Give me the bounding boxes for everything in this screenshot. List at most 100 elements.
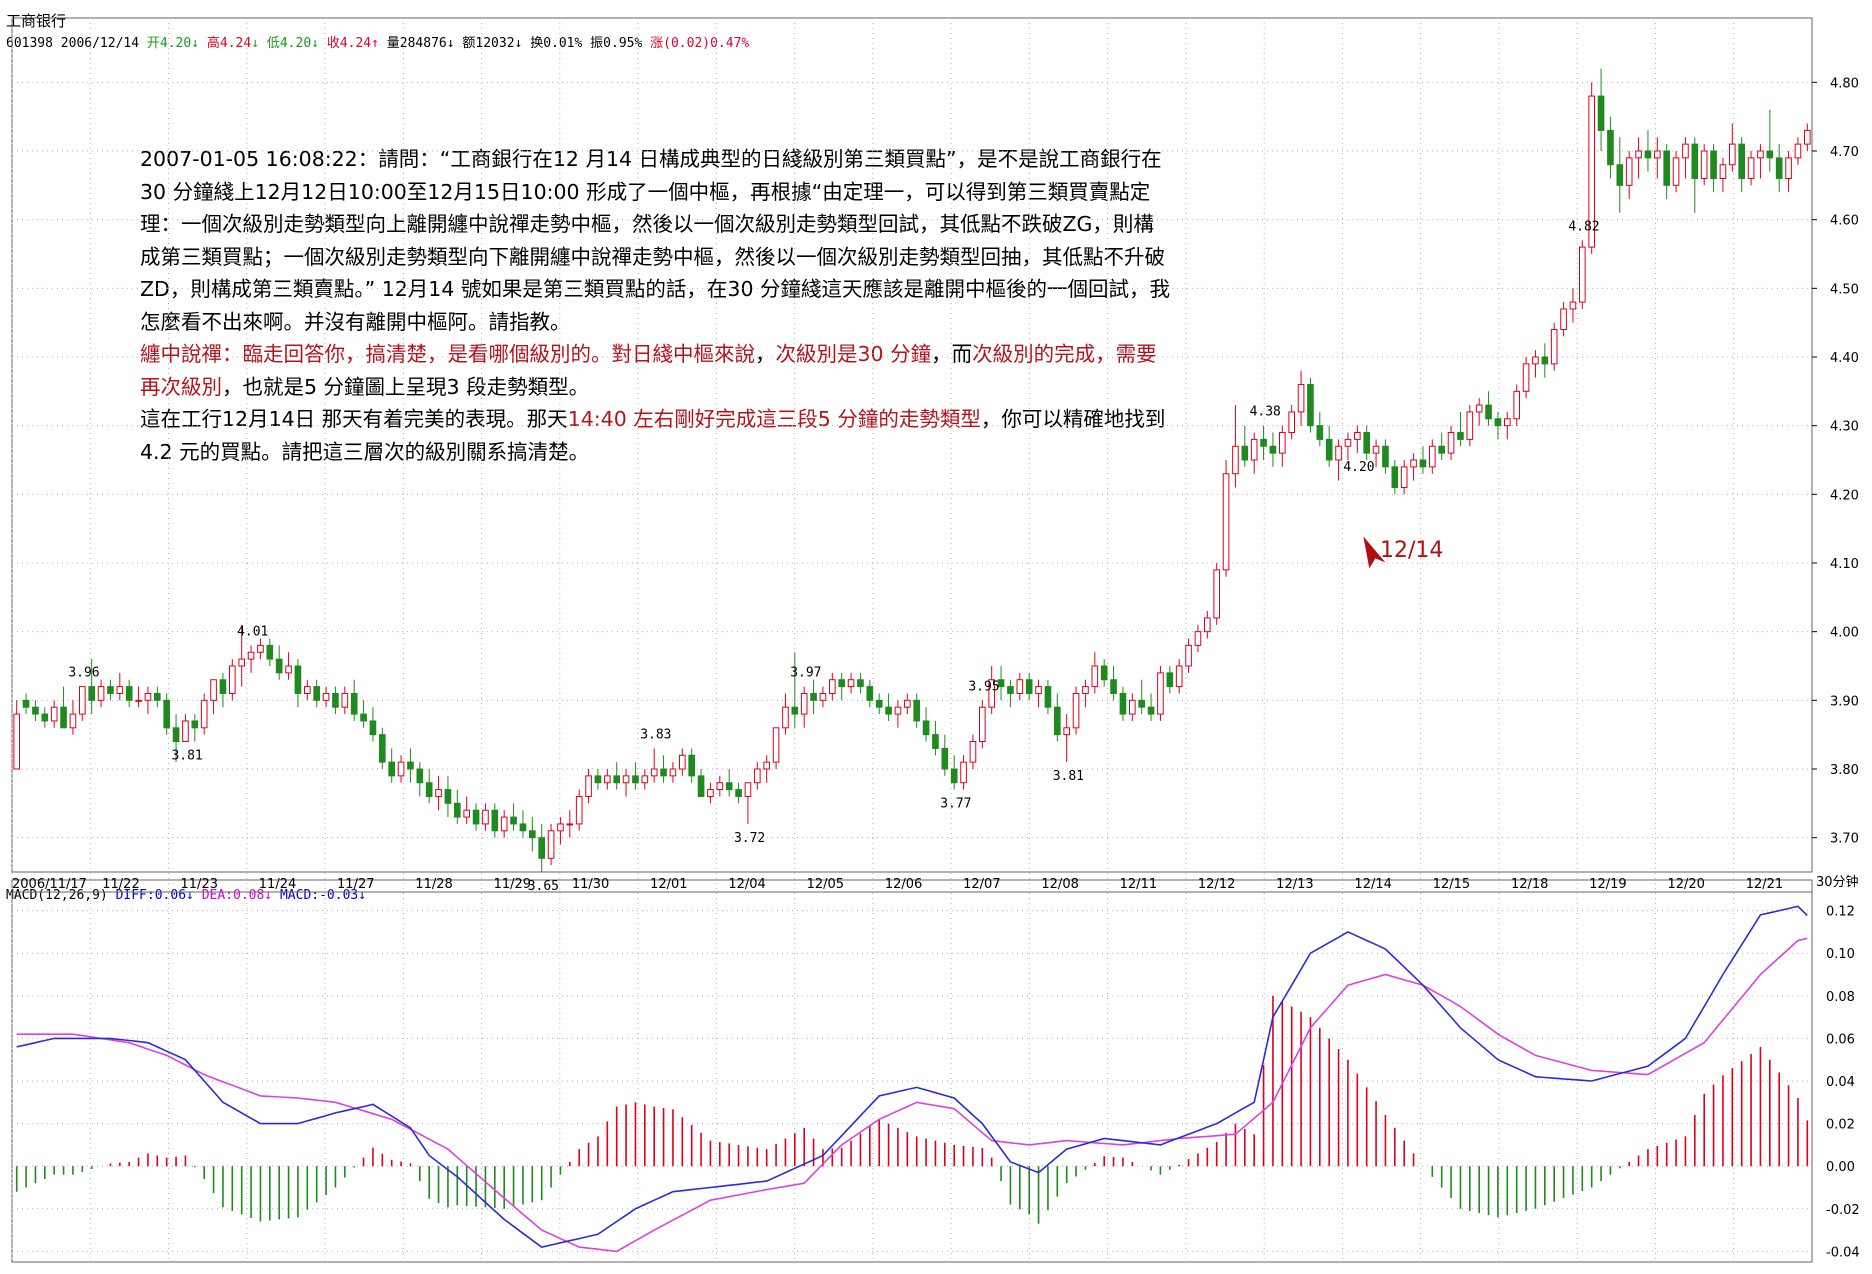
candle-body bbox=[1625, 157, 1633, 186]
candle-body bbox=[669, 768, 677, 777]
candle-body bbox=[88, 686, 95, 701]
candle-body bbox=[1213, 569, 1220, 619]
macd-panel-border bbox=[11, 879, 1813, 1263]
candle-body bbox=[1054, 706, 1061, 736]
candle-body bbox=[285, 665, 292, 674]
candle-body bbox=[219, 679, 227, 694]
candle-body bbox=[454, 802, 461, 818]
chart-frame bbox=[11, 17, 1813, 1263]
candle-body bbox=[707, 789, 714, 797]
candle-body bbox=[125, 686, 133, 701]
candle-body bbox=[1222, 473, 1230, 571]
candle-body bbox=[210, 679, 217, 701]
date-tick-label: 12/14 bbox=[1354, 877, 1391, 892]
open-price: 开4.20 bbox=[146, 36, 192, 51]
candle-body bbox=[13, 713, 20, 770]
candle-body bbox=[1504, 418, 1511, 427]
candle-body bbox=[1475, 404, 1483, 413]
date-tick-label: 11/28 bbox=[415, 877, 452, 892]
candle-body bbox=[622, 775, 630, 784]
low-price: 低4.20 bbox=[266, 36, 312, 51]
price-tick-label: 4.10 bbox=[1830, 557, 1859, 572]
candle-body bbox=[1419, 459, 1427, 468]
candle-body bbox=[463, 809, 470, 818]
candle-body bbox=[313, 686, 320, 701]
macd-tick-label: 0.12 bbox=[1826, 905, 1855, 920]
volume: 量284876 bbox=[386, 36, 447, 51]
candle-body bbox=[41, 713, 49, 722]
candle-body bbox=[1119, 692, 1127, 715]
date-tick-label: 11/24 bbox=[259, 877, 296, 892]
candle-body bbox=[322, 692, 330, 701]
answer-part: ， bbox=[755, 342, 776, 366]
candle-body bbox=[32, 706, 39, 715]
candle-body bbox=[1569, 301, 1577, 310]
price-annotation: 3.65 bbox=[528, 879, 559, 894]
candle-body bbox=[1541, 356, 1549, 365]
candle-body bbox=[960, 761, 967, 784]
date-tick-label: 12/08 bbox=[1041, 877, 1078, 892]
candle-body bbox=[1794, 143, 1802, 159]
candle-body bbox=[1110, 679, 1117, 694]
candle-body bbox=[1260, 438, 1267, 447]
date-tick-label: 12/15 bbox=[1433, 877, 1470, 892]
candle-body bbox=[1157, 672, 1164, 715]
candle-body bbox=[304, 686, 311, 694]
candle-body bbox=[200, 699, 208, 729]
date-tick-label: 12/11 bbox=[1120, 877, 1157, 892]
quote-date: 2006/12/14 bbox=[60, 36, 140, 51]
candle-body bbox=[847, 679, 855, 688]
date-tick-label: 11/27 bbox=[337, 877, 374, 892]
macd-histogram bbox=[15, 995, 1809, 1224]
candle-body bbox=[341, 692, 349, 708]
candle-body bbox=[604, 775, 611, 784]
close-price: 收4.24 bbox=[326, 36, 372, 51]
period-label[interactable]: 30分钟 bbox=[1816, 874, 1859, 890]
candle-body bbox=[369, 720, 377, 736]
price-tick-label: 4.50 bbox=[1830, 282, 1859, 297]
candle-body bbox=[1766, 150, 1774, 159]
candle-body bbox=[266, 644, 274, 660]
candle-body bbox=[491, 809, 499, 832]
macd-tick-label: 0.06 bbox=[1826, 1032, 1855, 1047]
macd-lines bbox=[16, 905, 1808, 1253]
date-tick-label: 11/23 bbox=[181, 877, 218, 892]
candle-body bbox=[191, 720, 199, 729]
candle-body bbox=[1025, 679, 1033, 694]
candle-body bbox=[472, 809, 480, 825]
candle-body bbox=[1757, 150, 1764, 159]
candle-body bbox=[50, 706, 58, 722]
macd-tick-label: -0.02 bbox=[1826, 1203, 1860, 1218]
candle-body bbox=[416, 768, 424, 784]
price-tick-label: 4.30 bbox=[1830, 420, 1859, 435]
candle-body bbox=[79, 686, 86, 715]
candle-body bbox=[1616, 164, 1624, 186]
candle-body bbox=[1147, 706, 1155, 715]
candle-body bbox=[782, 706, 789, 729]
explanation-part: 這在工行12月14日 那天有着完美的表現。那天 bbox=[140, 407, 568, 431]
candle-body bbox=[904, 699, 911, 708]
candle-body bbox=[1035, 686, 1042, 694]
candle-body bbox=[791, 706, 799, 715]
candle-body bbox=[838, 679, 845, 688]
candle-body bbox=[1344, 438, 1352, 447]
answer-part: 對日綫中樞來說 bbox=[611, 342, 756, 366]
date-tick-label: 12/13 bbox=[1276, 877, 1313, 892]
price-panel-border bbox=[11, 17, 1813, 873]
price-tick-label: 4.60 bbox=[1830, 214, 1859, 229]
candle-body bbox=[1466, 411, 1474, 440]
candle-body bbox=[1738, 143, 1745, 179]
candle-body bbox=[229, 665, 236, 694]
candle-body bbox=[1016, 679, 1024, 694]
question-text: 2007-01-05 16:08:22：請問：“工商銀行在12 月14 日構成典… bbox=[140, 147, 1171, 334]
candle-body bbox=[1429, 445, 1436, 468]
candle-body bbox=[1400, 466, 1408, 488]
candle-body bbox=[997, 679, 1005, 688]
price-annotation: 3.77 bbox=[940, 797, 971, 812]
candle-body bbox=[1325, 438, 1333, 461]
price-tick-label: 4.80 bbox=[1830, 76, 1859, 91]
candle-body bbox=[1185, 644, 1192, 667]
candle-body bbox=[1710, 150, 1717, 179]
candle-body bbox=[107, 686, 114, 694]
candle-body bbox=[69, 713, 77, 729]
